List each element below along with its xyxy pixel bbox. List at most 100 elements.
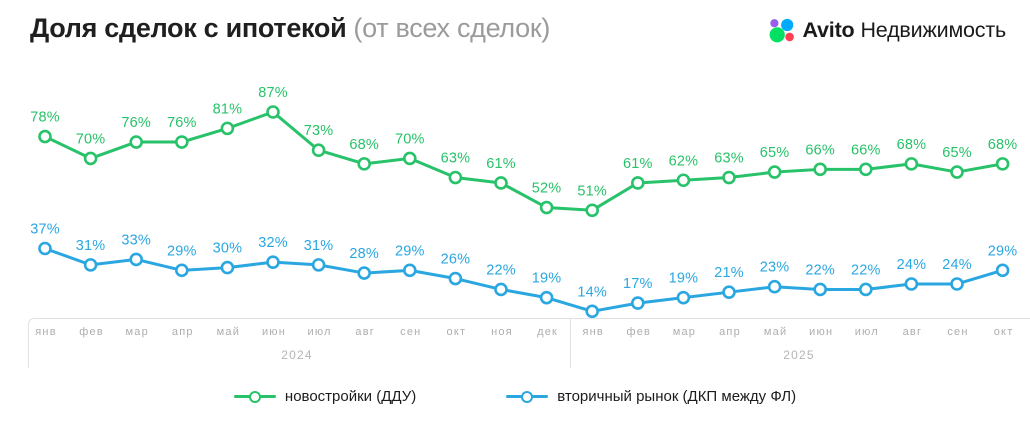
brand-product: Недвижимость [860, 18, 1006, 42]
data-point-label: 52% [532, 181, 562, 197]
data-point-marker [129, 135, 143, 149]
x-tick-label: апр [719, 326, 741, 338]
page-title-main: Доля сделок с ипотекой [30, 13, 347, 43]
data-point-marker [357, 157, 372, 171]
x-tick-label: сен [947, 326, 969, 338]
data-point-marker [904, 277, 919, 291]
data-point-label: 31% [76, 238, 106, 254]
x-axis-band: 2024 2025 янв фев мар апр май июн июл авг сен окт… [28, 318, 1030, 368]
data-point-label: 61% [623, 156, 653, 172]
data-point-marker [722, 170, 736, 185]
data-point-label: 76% [121, 115, 151, 131]
data-point-label: 65% [942, 145, 972, 161]
data-point-label: 24% [897, 257, 927, 273]
data-point-marker [311, 258, 326, 272]
data-point-marker [448, 170, 463, 185]
data-point-marker [950, 165, 964, 179]
data-point-marker [266, 255, 280, 269]
x-tick-label: окт [993, 326, 1014, 338]
data-point-label: 63% [441, 151, 471, 167]
data-point-marker [813, 282, 828, 297]
data-point-marker [83, 258, 98, 272]
data-point-label: 17% [623, 276, 653, 292]
data-point-label: 73% [304, 123, 334, 139]
chart-legend: новостройки (ДДУ) вторичный рынок (ДКП м… [0, 388, 1030, 405]
data-point-label: 29% [395, 243, 425, 259]
x-tick-label: июл [854, 326, 879, 338]
data-point-marker [175, 135, 189, 149]
x-tick-label: мар [672, 326, 697, 338]
legend-line-swatch-green [233, 390, 276, 403]
x-tick-label: мар [125, 326, 149, 338]
data-point-label: 63% [714, 151, 744, 167]
data-point-marker [83, 151, 98, 166]
x-tick-label: авг [902, 326, 923, 338]
data-point-marker [813, 162, 828, 177]
avito-logo-icon [769, 18, 794, 43]
x-tick-label: апр [171, 326, 194, 338]
x-tick-label: окт [446, 326, 467, 338]
brand-logo: Avito Недвижимость [769, 17, 1006, 44]
data-point-marker [402, 151, 417, 166]
data-point-label: 31% [304, 238, 334, 254]
data-point-label: 81% [213, 101, 243, 117]
legend-marker-icon [521, 390, 534, 403]
x-tick-label: янв [35, 326, 57, 338]
data-point-label: 26% [441, 252, 471, 268]
data-point-label: 24% [942, 257, 972, 273]
legend-item-secondary-market: вторичный рынок (ДКП между ФЛ) [506, 388, 796, 405]
data-point-marker [950, 277, 964, 291]
series-1: 37% 31% 33% 29% 30% 32% 31% 28% 29% 26% 22% 19% 14% 1… [30, 222, 1018, 319]
data-point-marker [539, 200, 554, 215]
data-point-label: 68% [988, 137, 1018, 153]
data-point-label: 28% [349, 246, 379, 262]
data-point-marker [220, 121, 235, 136]
data-point-label: 68% [897, 137, 927, 153]
x-tick-label: авг [355, 326, 375, 338]
axis-year-divider [570, 319, 571, 368]
data-point-marker [220, 260, 235, 275]
x-tick-label: ноя [491, 326, 513, 338]
data-point-marker [995, 263, 1010, 278]
x-tick-label: дек [537, 326, 559, 338]
data-point-marker [494, 176, 508, 190]
series-line [43, 110, 1005, 212]
data-point-label: 61% [486, 156, 516, 172]
data-point-label: 65% [760, 145, 790, 161]
data-point-label: 22% [805, 262, 835, 278]
data-point-marker [175, 263, 189, 278]
x-tick-label: янв [582, 326, 604, 338]
data-point-marker [266, 105, 280, 119]
mortgage-share-chart: 78% 70% 76% 76% 81% 87% 73% 68% 70% 63% 61% 52% 51% 6… [30, 85, 1018, 319]
data-point-label: 37% [30, 222, 60, 238]
data-point-marker [38, 129, 52, 144]
data-point-label: 32% [258, 235, 288, 251]
data-point-marker [357, 266, 372, 280]
x-axis-year-2024: 2024 [281, 348, 313, 362]
data-point-label: 66% [851, 142, 881, 158]
data-point-marker [129, 252, 143, 267]
data-point-marker [995, 157, 1010, 171]
data-point-marker [676, 290, 691, 305]
legend-line-swatch-blue [506, 390, 549, 403]
data-point-label: 29% [988, 243, 1018, 259]
data-point-label: 23% [760, 260, 790, 276]
data-point-label: 87% [258, 85, 288, 101]
data-point-label: 29% [167, 243, 197, 259]
page-title-sub: (от всех сделок) [353, 13, 551, 43]
legend-item-new-buildings: новостройки (ДДУ) [233, 388, 416, 405]
x-tick-label: фев [626, 326, 652, 338]
x-tick-label: май [763, 326, 788, 338]
legend-label-secondary-market: вторичный рынок (ДКП между ФЛ) [557, 388, 797, 405]
x-tick-label: июл [307, 326, 332, 338]
data-point-marker [630, 296, 645, 310]
data-point-label: 30% [213, 241, 243, 257]
data-point-label: 19% [669, 271, 699, 287]
data-point-marker [858, 282, 873, 297]
data-point-label: 70% [395, 131, 425, 147]
data-point-marker [585, 304, 600, 319]
data-point-label: 21% [714, 265, 744, 281]
data-point-marker [767, 165, 782, 179]
data-point-marker [38, 241, 52, 256]
